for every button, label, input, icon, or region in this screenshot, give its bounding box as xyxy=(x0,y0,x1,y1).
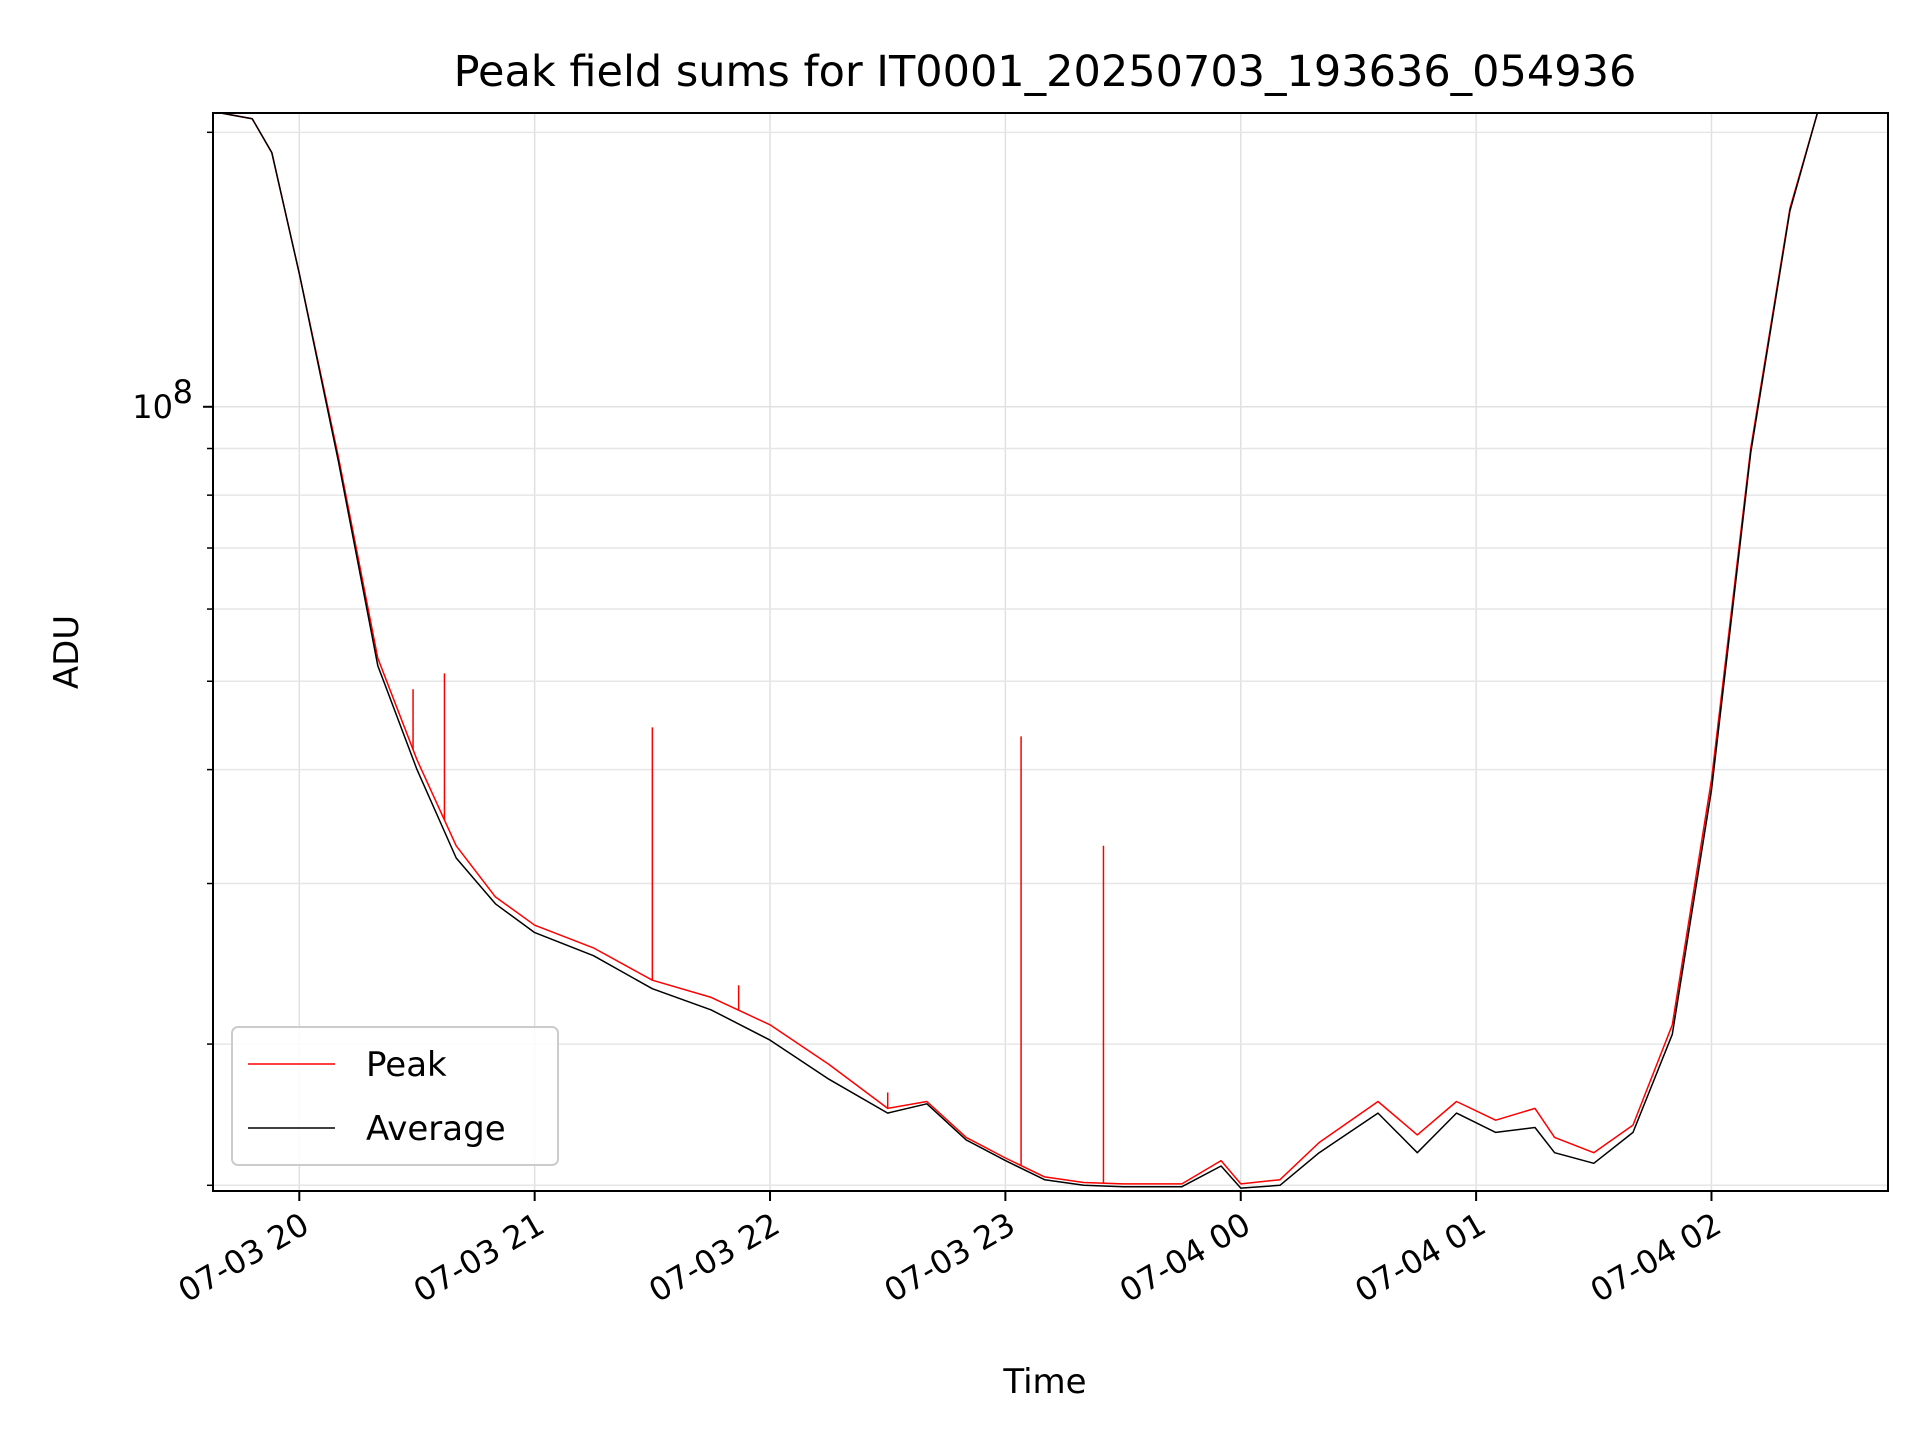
x-tick-label: 07-03 22 xyxy=(642,1205,786,1310)
x-axis-label: Time xyxy=(1002,1362,1086,1402)
y-tick-exponent: 8 xyxy=(173,373,193,411)
y-axis: 10 8 xyxy=(132,131,213,1187)
x-tick-label: 07-03 21 xyxy=(407,1205,551,1310)
y-tick-label: 10 xyxy=(132,388,173,426)
series-area xyxy=(220,113,1819,1189)
x-tick-label: 07-03 20 xyxy=(172,1205,316,1310)
series-group xyxy=(220,113,1819,1189)
x-tick-label: 07-03 23 xyxy=(878,1205,1022,1310)
legend: Peak Average xyxy=(231,1026,559,1166)
legend-label-average: Average xyxy=(366,1109,506,1149)
x-tick-label: 07-04 02 xyxy=(1584,1205,1728,1310)
grid xyxy=(213,113,1888,1191)
series-line-average xyxy=(220,113,1819,1189)
chart-title: Peak field sums for IT0001_20250703_1936… xyxy=(454,47,1637,97)
x-axis: 07-03 20 07-03 21 07-03 22 07-03 23 07-04 00… xyxy=(172,1191,1728,1310)
x-tick-label: 07-04 01 xyxy=(1349,1205,1493,1310)
legend-box xyxy=(231,1026,559,1166)
x-tick-label: 07-04 00 xyxy=(1113,1205,1257,1310)
legend-label-peak: Peak xyxy=(366,1045,447,1085)
series-line-peak xyxy=(220,113,1819,1185)
y-axis-label: ADU xyxy=(47,615,87,689)
plot-frame xyxy=(212,112,1889,1192)
